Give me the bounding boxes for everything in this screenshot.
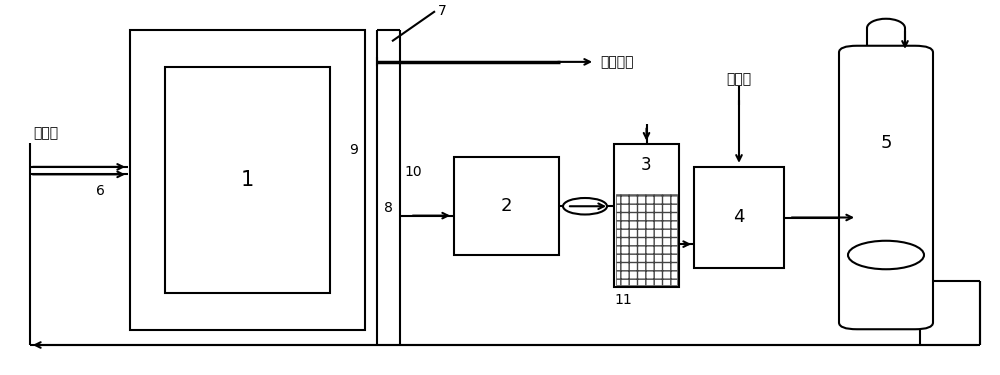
Bar: [454, 158, 559, 255]
Text: 9: 9: [350, 143, 358, 157]
Text: 3: 3: [641, 156, 652, 174]
Text: 2: 2: [501, 197, 512, 215]
Text: 水蒸气: 水蒸气: [33, 126, 58, 140]
Text: 7: 7: [438, 4, 446, 18]
Text: 11: 11: [614, 293, 632, 307]
Text: 软化水: 软化水: [726, 72, 752, 86]
Bar: [694, 167, 784, 268]
Bar: [130, 30, 365, 330]
Text: 8: 8: [384, 201, 392, 215]
Text: 6: 6: [96, 184, 104, 198]
Text: 5: 5: [880, 134, 892, 152]
Text: 10: 10: [404, 165, 422, 180]
Text: 蒸汽回收: 蒸汽回收: [600, 55, 634, 69]
Text: 4: 4: [733, 209, 745, 226]
FancyBboxPatch shape: [839, 46, 933, 329]
Text: 1: 1: [241, 170, 254, 190]
Bar: [614, 144, 679, 287]
Bar: [616, 194, 677, 285]
Bar: [165, 68, 330, 292]
